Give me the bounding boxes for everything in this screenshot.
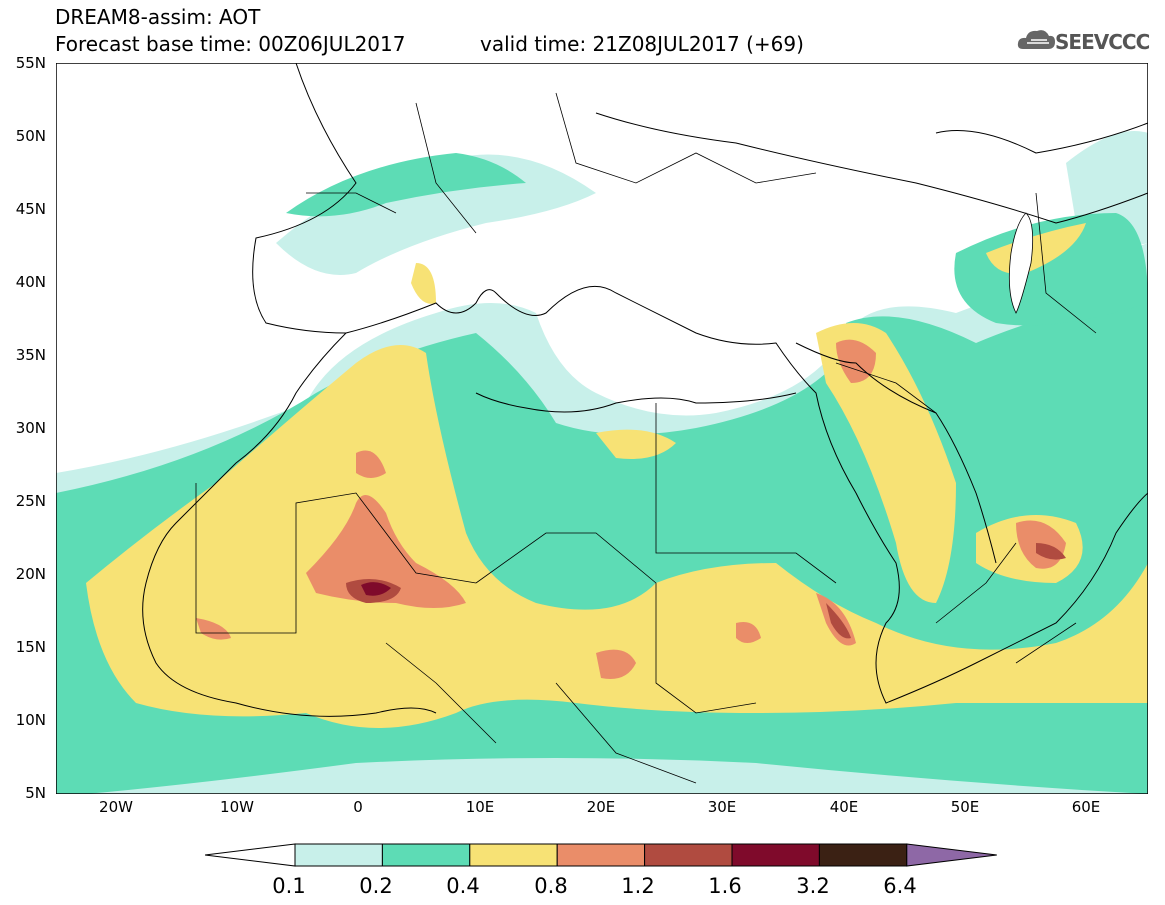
lat-label: 55N [15, 54, 46, 72]
aot-field-0-4 [86, 223, 1148, 728]
lon-label: 0 [353, 798, 363, 816]
lon-label: 10E [465, 798, 495, 816]
lat-label: 40N [15, 273, 46, 291]
colorbar-label: 1.6 [708, 874, 742, 898]
colorbar-cell [381, 843, 471, 867]
lon-label: 20E [586, 798, 616, 816]
colorbar-cell [644, 843, 733, 867]
country-borders [195, 92, 1097, 784]
lat-label: 50N [15, 127, 46, 145]
logo-text: SEEVCCC [1055, 30, 1150, 54]
aot-field-1-6 [361, 582, 391, 596]
colorbar-label: 0.8 [534, 874, 568, 898]
title-line-2: Forecast base time: 00Z06JUL2017 [55, 32, 406, 56]
colorbar-cell [556, 843, 646, 867]
colorbar-cell [205, 843, 296, 867]
valid-time: valid time: 21Z08JUL2017 (+69) [480, 32, 804, 56]
lon-label: 10W [220, 798, 254, 816]
lon-label: 60E [1071, 798, 1101, 816]
colorbar-label: 0.1 [272, 874, 306, 898]
coastlines [142, 63, 1148, 717]
lat-label: 5N [25, 784, 46, 802]
lat-label: 20N [15, 565, 46, 583]
map-panel [56, 63, 1148, 794]
lat-label: 30N [15, 419, 46, 437]
lat-label: 35N [15, 346, 46, 364]
lat-label: 15N [15, 638, 46, 656]
cloud-logo-icon [1017, 30, 1055, 49]
colorbar-cell [469, 843, 558, 867]
lat-label: 45N [15, 200, 46, 218]
lat-label: 25N [15, 492, 46, 510]
title-line-1: DREAM8-assim: AOT [55, 5, 261, 29]
colorbar-cell [731, 843, 820, 867]
colorbar-label: 6.4 [883, 874, 917, 898]
colorbar-cell [294, 843, 383, 867]
colorbar [205, 843, 997, 867]
lon-label: 20W [99, 798, 133, 816]
colorbar-label: 1.2 [621, 874, 655, 898]
colorbar-label: 3.2 [796, 874, 830, 898]
colorbar-cell [906, 843, 997, 867]
lon-label: 50E [950, 798, 980, 816]
colorbar-cell [818, 843, 908, 867]
colorbar-label: 0.2 [359, 874, 393, 898]
lon-label: 40E [829, 798, 859, 816]
lat-label: 10N [15, 711, 46, 729]
lon-label: 30E [707, 798, 737, 816]
caspian-sea [1008, 212, 1034, 314]
colorbar-label: 0.4 [446, 874, 480, 898]
